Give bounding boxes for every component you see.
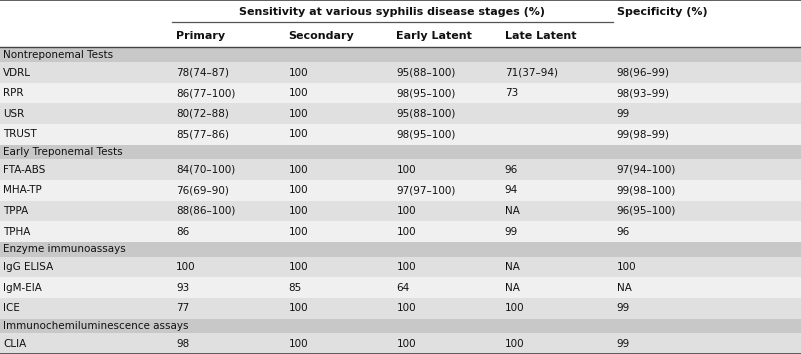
Bar [0, 0, 801, 24]
Bar [0, 257, 801, 277]
Text: 100: 100 [176, 262, 196, 272]
Text: ICE: ICE [3, 303, 20, 313]
Bar [0, 319, 801, 333]
Text: 100: 100 [396, 262, 417, 272]
Text: Early Latent: Early Latent [396, 30, 473, 41]
Text: 98(95–100): 98(95–100) [396, 129, 456, 139]
Bar [0, 201, 801, 221]
Text: 85(77–86): 85(77–86) [176, 129, 229, 139]
Text: USR: USR [3, 109, 25, 119]
Bar [0, 47, 801, 62]
Text: 100: 100 [396, 339, 417, 349]
Bar [0, 24, 801, 47]
Text: NA: NA [505, 262, 520, 272]
Text: 84(70–100): 84(70–100) [176, 165, 235, 175]
Text: Specificity (%): Specificity (%) [617, 7, 707, 17]
Text: 99(98–99): 99(98–99) [617, 129, 670, 139]
Text: VDRL: VDRL [3, 68, 31, 78]
Text: 99: 99 [617, 303, 630, 313]
Bar [0, 124, 801, 145]
Bar [0, 242, 801, 257]
Bar [0, 62, 801, 83]
Bar [0, 83, 801, 103]
Text: 96: 96 [617, 227, 630, 236]
Text: 78(74–87): 78(74–87) [176, 68, 229, 78]
Text: Early Treponemal Tests: Early Treponemal Tests [3, 147, 123, 157]
Bar [0, 160, 801, 180]
Text: 100: 100 [288, 206, 308, 216]
Bar [0, 180, 801, 201]
Text: 99(98–100): 99(98–100) [617, 185, 676, 195]
Text: 100: 100 [288, 129, 308, 139]
Text: 71(37–94): 71(37–94) [505, 68, 557, 78]
Text: 98: 98 [176, 339, 190, 349]
Text: 86(77–100): 86(77–100) [176, 88, 235, 98]
Text: 100: 100 [288, 227, 308, 236]
Bar [0, 145, 801, 160]
Text: 77: 77 [176, 303, 190, 313]
Text: Primary: Primary [176, 30, 225, 41]
Text: 98(93–99): 98(93–99) [617, 88, 670, 98]
Text: 100: 100 [617, 262, 637, 272]
Text: 98(95–100): 98(95–100) [396, 88, 456, 98]
Text: TRUST: TRUST [3, 129, 37, 139]
Text: 95(88–100): 95(88–100) [396, 109, 456, 119]
Text: 100: 100 [288, 109, 308, 119]
Text: 100: 100 [288, 262, 308, 272]
Text: MHA-TP: MHA-TP [3, 185, 42, 195]
Text: 99: 99 [505, 227, 518, 236]
Text: 100: 100 [396, 165, 417, 175]
Text: 94: 94 [505, 185, 518, 195]
Text: 100: 100 [288, 68, 308, 78]
Text: 100: 100 [288, 165, 308, 175]
Text: 93: 93 [176, 282, 190, 293]
Text: IgM-EIA: IgM-EIA [3, 282, 42, 293]
Bar [0, 277, 801, 298]
Text: 97(97–100): 97(97–100) [396, 185, 456, 195]
Text: NA: NA [505, 282, 520, 293]
Text: 99: 99 [617, 339, 630, 349]
Text: CLIA: CLIA [3, 339, 26, 349]
Text: 85: 85 [288, 282, 302, 293]
Text: 100: 100 [505, 339, 525, 349]
Text: 100: 100 [396, 206, 417, 216]
Text: 86: 86 [176, 227, 190, 236]
Text: 98(96–99): 98(96–99) [617, 68, 670, 78]
Text: 100: 100 [288, 339, 308, 349]
Text: Secondary: Secondary [288, 30, 354, 41]
Text: Nontreponemal Tests: Nontreponemal Tests [3, 50, 113, 60]
Text: Immunochemiluminescence assays: Immunochemiluminescence assays [3, 321, 189, 331]
Text: 100: 100 [288, 88, 308, 98]
Text: 100: 100 [288, 185, 308, 195]
Text: 99: 99 [617, 109, 630, 119]
Bar [0, 333, 801, 354]
Text: NA: NA [617, 282, 632, 293]
Text: RPR: RPR [3, 88, 24, 98]
Text: 100: 100 [396, 227, 417, 236]
Bar [0, 103, 801, 124]
Text: Enzyme immunoassays: Enzyme immunoassays [3, 244, 126, 254]
Text: NA: NA [505, 206, 520, 216]
Text: 80(72–88): 80(72–88) [176, 109, 229, 119]
Text: TPHA: TPHA [3, 227, 30, 236]
Text: IgG ELISA: IgG ELISA [3, 262, 54, 272]
Text: 95(88–100): 95(88–100) [396, 68, 456, 78]
Text: 73: 73 [505, 88, 518, 98]
Text: 100: 100 [505, 303, 525, 313]
Text: 96: 96 [505, 165, 518, 175]
Bar [0, 298, 801, 319]
Text: TPPA: TPPA [3, 206, 29, 216]
Text: 97(94–100): 97(94–100) [617, 165, 676, 175]
Bar [0, 221, 801, 242]
Text: Sensitivity at various syphilis disease stages (%): Sensitivity at various syphilis disease … [239, 7, 545, 17]
Text: 96(95–100): 96(95–100) [617, 206, 676, 216]
Text: 100: 100 [396, 303, 417, 313]
Text: 100: 100 [288, 303, 308, 313]
Text: FTA-ABS: FTA-ABS [3, 165, 46, 175]
Text: Late Latent: Late Latent [505, 30, 576, 41]
Text: 64: 64 [396, 282, 410, 293]
Text: 76(69–90): 76(69–90) [176, 185, 229, 195]
Text: 88(86–100): 88(86–100) [176, 206, 235, 216]
